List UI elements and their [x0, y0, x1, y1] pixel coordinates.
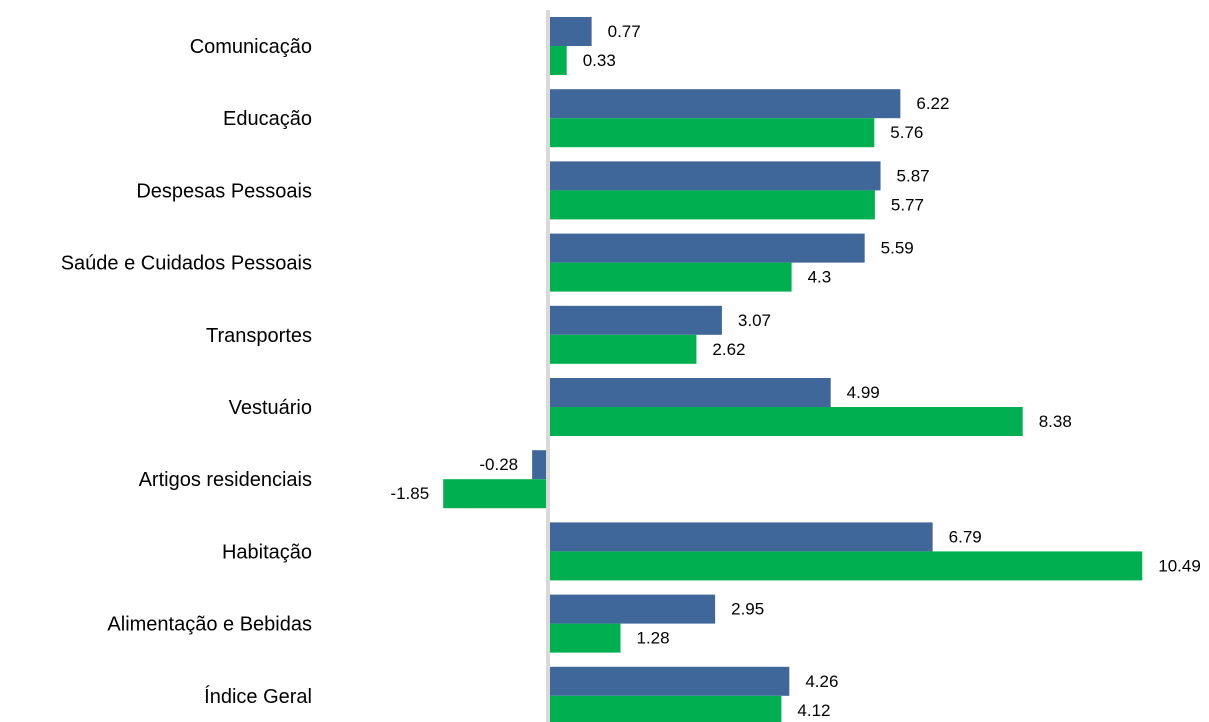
- bar-series-1: [548, 89, 901, 119]
- category-label: Comunicação: [190, 36, 312, 58]
- bar-series-2: [548, 334, 697, 364]
- category-label: Alimentação e Bebidas: [107, 614, 312, 636]
- data-label: 5.76: [890, 123, 923, 142]
- data-label: 6.22: [916, 94, 949, 113]
- data-label: 10.49: [1158, 556, 1201, 575]
- data-label: 5.59: [881, 239, 914, 258]
- bar-series-2: [548, 118, 875, 148]
- bars-group: [443, 17, 1143, 722]
- category-label: Educação: [223, 108, 312, 130]
- bar-series-1: [548, 233, 865, 263]
- category-label: Saúde e Cuidados Pessoais: [61, 253, 312, 275]
- bar-series-2: [548, 695, 782, 722]
- data-label: 3.07: [738, 311, 771, 330]
- bar-series-1: [532, 450, 548, 480]
- bar-series-2: [443, 479, 548, 509]
- bar-series-1: [548, 17, 592, 46]
- bar-series-1: [548, 522, 933, 552]
- category-label: Transportes: [206, 325, 312, 347]
- data-label: 2.95: [731, 600, 764, 619]
- bar-series-1: [548, 594, 716, 624]
- data-label: 0.77: [608, 22, 641, 41]
- bar-series-1: [548, 378, 831, 407]
- bar-series-2: [548, 551, 1143, 581]
- category-label: Artigos residenciais: [139, 469, 312, 491]
- data-label: 4.12: [797, 701, 830, 720]
- data-label: 2.62: [712, 340, 745, 359]
- data-label: -0.28: [479, 455, 518, 474]
- category-label: Habitação: [222, 541, 312, 563]
- data-label: 8.38: [1039, 412, 1072, 431]
- bar-series-1: [548, 305, 722, 335]
- data-label: 5.77: [891, 195, 924, 214]
- bar-series-2: [548, 623, 621, 653]
- bar-series-2: [548, 407, 1023, 436]
- category-label: Índice Geral: [204, 685, 312, 708]
- bar-series-2: [548, 262, 792, 292]
- bar-series-2: [548, 46, 567, 75]
- data-label: -1.85: [390, 484, 429, 503]
- data-label: 4.26: [805, 672, 838, 691]
- bar-series-2: [548, 190, 875, 220]
- data-label: 4.3: [808, 268, 832, 287]
- data-label: 6.79: [949, 527, 982, 546]
- data-label: 0.33: [583, 51, 616, 70]
- data-label: 4.99: [847, 383, 880, 402]
- bar-series-1: [548, 161, 881, 191]
- category-label: Vestuário: [229, 397, 312, 419]
- data-label: 5.87: [897, 166, 930, 185]
- data-label: 1.28: [637, 629, 670, 648]
- labels-group: Comunicação 0.77 0.33 Educação 6.22 5.76 Despe…: [61, 22, 1201, 720]
- category-label: Despesas Pessoais: [136, 180, 312, 202]
- bar-series-1: [548, 666, 790, 696]
